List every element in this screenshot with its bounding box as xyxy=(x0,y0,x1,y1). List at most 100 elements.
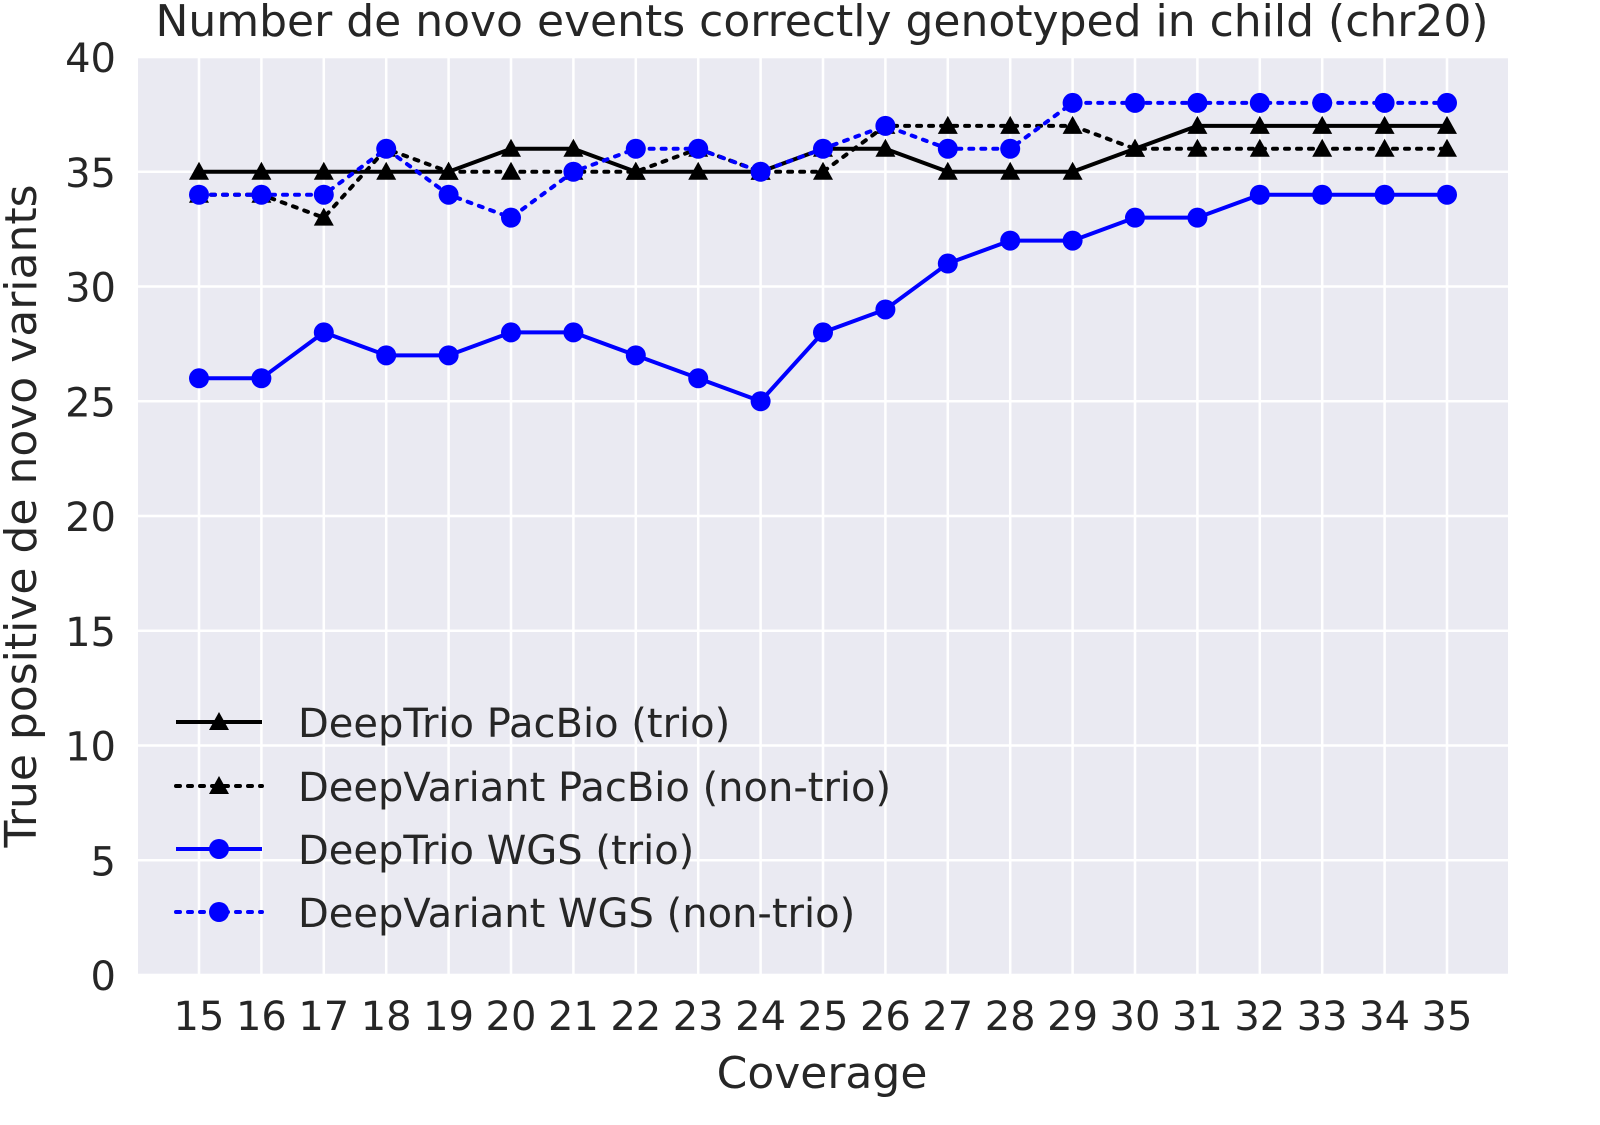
data-point xyxy=(937,161,958,180)
data-point xyxy=(1312,115,1333,134)
legend-item: DeepVariant PacBio (non-trio) xyxy=(174,765,891,811)
data-point xyxy=(937,115,958,134)
x-tick-label: 20 xyxy=(486,994,537,1040)
data-point xyxy=(376,161,397,180)
data-point xyxy=(438,345,459,366)
data-point xyxy=(313,184,334,205)
data-point xyxy=(1062,230,1083,251)
data-point xyxy=(313,207,334,226)
data-point xyxy=(501,138,521,157)
legend-item: DeepTrio PacBio (trio) xyxy=(176,701,730,747)
data-point xyxy=(937,138,958,159)
x-axis-ticks: 15 16 17 18 19 20 21 22 23 24 25 26 27 28 29 30 31 32 33 34… xyxy=(174,994,1473,1040)
data-point xyxy=(813,161,833,180)
y-tick-label: 0 xyxy=(91,954,116,1000)
data-point xyxy=(875,115,896,136)
data-point xyxy=(625,345,646,366)
y-axis-label: True positive de novo variants xyxy=(0,184,47,848)
data-point xyxy=(563,322,584,343)
legend-marker xyxy=(209,902,229,922)
data-point xyxy=(501,322,521,343)
data-point xyxy=(251,368,272,389)
legend-label: DeepTrio PacBio (trio) xyxy=(298,701,730,747)
legend-label: DeepVariant PacBio (non-trio) xyxy=(298,765,891,811)
data-point xyxy=(1125,138,1145,157)
legend-label: DeepVariant WGS (non-trio) xyxy=(298,891,855,937)
data-point xyxy=(1312,138,1333,157)
data-point xyxy=(688,368,709,389)
y-tick-label: 10 xyxy=(65,725,116,771)
data-point xyxy=(189,161,209,180)
data-point xyxy=(563,138,584,157)
y-tick-label: 5 xyxy=(91,839,116,885)
x-tick-label: 34 xyxy=(1359,994,1410,1040)
series-3 xyxy=(189,184,1457,412)
data-point xyxy=(376,138,397,159)
data-point xyxy=(313,161,334,180)
x-tick-label: 30 xyxy=(1110,994,1161,1040)
x-tick-label: 21 xyxy=(548,994,599,1040)
data-point xyxy=(1000,138,1021,159)
data-point xyxy=(1187,207,1208,228)
x-tick-label: 17 xyxy=(298,994,349,1040)
data-point xyxy=(189,368,209,389)
y-tick-label: 25 xyxy=(65,380,116,426)
x-tick-label: 26 xyxy=(860,994,911,1040)
legend-marker xyxy=(209,712,229,730)
data-point xyxy=(688,138,709,159)
data-point xyxy=(1374,184,1395,205)
data-point xyxy=(1062,92,1083,113)
x-tick-label: 25 xyxy=(798,994,849,1040)
data-point xyxy=(750,391,771,412)
x-tick-label: 35 xyxy=(1422,994,1473,1040)
data-point xyxy=(875,138,896,157)
data-point xyxy=(1249,115,1270,134)
legend-item: DeepVariant WGS (non-trio) xyxy=(174,891,855,937)
y-tick-label: 30 xyxy=(65,266,116,312)
data-point xyxy=(1187,115,1208,134)
data-point xyxy=(1374,138,1395,157)
x-tick-label: 22 xyxy=(610,994,661,1040)
data-point xyxy=(1125,207,1145,228)
x-tick-label: 18 xyxy=(361,994,412,1040)
data-point xyxy=(625,138,646,159)
data-point xyxy=(1437,115,1457,134)
x-axis-label: Coverage xyxy=(717,1048,928,1099)
data-point xyxy=(251,184,272,205)
data-point xyxy=(688,161,709,180)
data-point xyxy=(1249,184,1270,205)
x-tick-label: 27 xyxy=(922,994,973,1040)
data-point xyxy=(1062,161,1083,180)
y-tick-label: 35 xyxy=(65,151,116,197)
legend-label: DeepTrio WGS (trio) xyxy=(298,828,694,874)
data-point xyxy=(251,161,272,180)
x-tick-label: 15 xyxy=(174,994,225,1040)
y-tick-label: 40 xyxy=(65,36,116,82)
data-point xyxy=(1062,115,1083,134)
data-point xyxy=(376,345,397,366)
x-tick-label: 19 xyxy=(423,994,474,1040)
data-point xyxy=(438,184,459,205)
x-tick-label: 16 xyxy=(236,994,287,1040)
data-point xyxy=(438,161,459,180)
data-point xyxy=(1000,230,1021,251)
data-point xyxy=(1437,138,1457,157)
data-point xyxy=(501,207,521,228)
data-point xyxy=(313,322,334,343)
x-tick-label: 32 xyxy=(1234,994,1285,1040)
data-point xyxy=(1000,161,1021,180)
data-point xyxy=(875,299,896,320)
data-point xyxy=(1437,92,1457,113)
data-point xyxy=(1125,92,1145,113)
data-point xyxy=(501,161,521,180)
data-point xyxy=(1249,92,1270,113)
x-tick-label: 33 xyxy=(1297,994,1348,1040)
x-tick-label: 28 xyxy=(985,994,1036,1040)
data-point xyxy=(1437,184,1457,205)
x-tick-label: 24 xyxy=(735,994,786,1040)
data-point xyxy=(750,161,771,182)
series-layer xyxy=(189,92,1457,412)
legend: DeepTrio PacBio (trio) DeepVariant PacBio… xyxy=(174,701,891,937)
x-tick-label: 23 xyxy=(673,994,724,1040)
